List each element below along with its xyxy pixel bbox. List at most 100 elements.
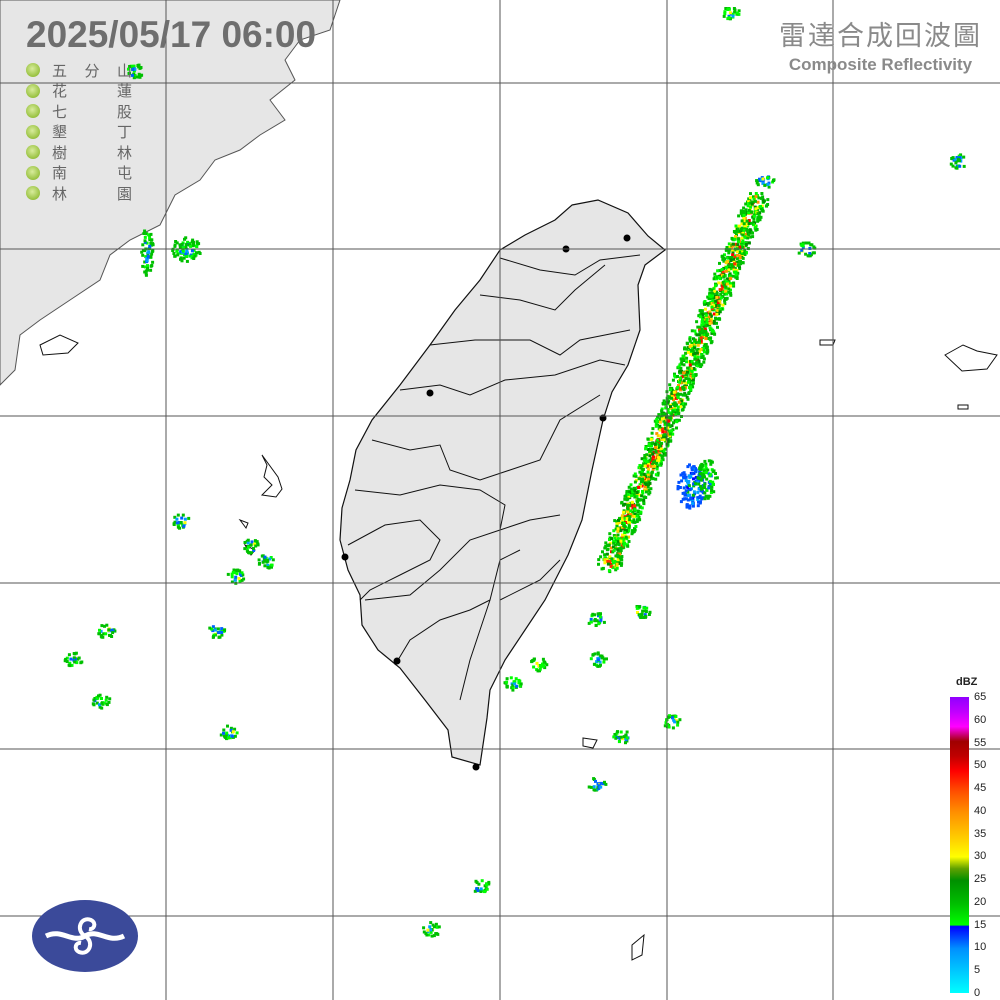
echo-pixel: [595, 660, 599, 664]
product-title-en: Composite Reflectivity: [788, 55, 973, 74]
echo-pixel: [616, 529, 620, 533]
echo-pixel: [192, 257, 196, 260]
echo-pixel: [761, 198, 765, 202]
echo-pixel: [654, 473, 658, 477]
echo-pixel: [660, 441, 664, 445]
echo-pixel: [686, 490, 690, 494]
echo-pixel: [131, 68, 135, 71]
echo-pixel: [721, 303, 725, 307]
echo-pixel: [742, 216, 746, 220]
echo-pixel: [648, 481, 652, 485]
echo-pixel: [699, 489, 703, 493]
echo-pixel: [742, 251, 746, 255]
echo-pixel: [178, 245, 182, 249]
echo-pixel: [755, 228, 759, 231]
echo-pixel: [710, 305, 714, 309]
echo-pixel: [744, 202, 748, 206]
echo-pixel: [535, 661, 539, 665]
echo-pixel: [639, 480, 643, 484]
echo-pixel: [714, 284, 717, 288]
echo-pixel: [70, 663, 74, 667]
echo-pixel: [77, 656, 81, 660]
echo-pixel: [695, 333, 699, 337]
echo-pixel: [660, 435, 664, 439]
echo-pixel: [197, 242, 201, 246]
echo-pixel: [717, 281, 721, 285]
echo-pixel: [233, 578, 237, 582]
echo-pixel: [760, 204, 764, 208]
echo-pixel: [763, 183, 767, 187]
echo-pixel: [712, 490, 716, 494]
echo-pixel: [743, 235, 747, 239]
echo-pixel: [211, 625, 215, 629]
echo-pixel: [662, 413, 666, 417]
echo-pixel: [716, 302, 720, 306]
echo-pixel: [756, 200, 760, 204]
echo-pixel: [622, 735, 626, 739]
echo-pixel: [591, 612, 595, 616]
echo-pixel: [645, 464, 649, 468]
echo-pixel: [615, 542, 619, 546]
echo-pixel: [642, 502, 646, 506]
echo-pixel: [711, 299, 715, 303]
echo-pixel: [485, 887, 489, 891]
echo-pixel: [710, 468, 714, 472]
echo-pixel: [690, 376, 694, 380]
echo-pixel: [718, 277, 722, 281]
echo-pixel: [809, 243, 813, 247]
echo-pixel: [591, 653, 595, 657]
echo-pixel: [636, 611, 639, 614]
echo-pixel: [729, 284, 732, 288]
echo-pixel: [635, 491, 639, 494]
echo-pixel: [612, 529, 616, 533]
echo-pixel: [664, 426, 668, 430]
echo-pixel: [675, 420, 679, 424]
echo-pixel: [638, 464, 642, 467]
station-char: 花: [52, 83, 68, 101]
echo-pixel: [625, 517, 629, 521]
echo-pixel: [722, 266, 726, 270]
echo-pixel: [706, 496, 710, 500]
echo-pixel: [690, 329, 694, 333]
echo-pixel: [143, 239, 147, 243]
echo-pixel: [713, 302, 717, 306]
echo-pixel: [67, 663, 71, 667]
echo-pixel: [797, 251, 801, 255]
echo-pixel: [655, 432, 659, 436]
echo-pixel: [628, 515, 632, 519]
echo-pixel: [622, 522, 626, 526]
echo-pixel: [246, 541, 250, 545]
echo-pixel: [688, 504, 692, 508]
echo-pixel: [140, 250, 144, 254]
echo-pixel: [656, 438, 659, 442]
echo-pixel: [700, 356, 704, 359]
echo-pixel: [710, 288, 714, 292]
echo-pixel: [727, 279, 731, 283]
echo-pixel: [627, 535, 631, 539]
echo-pixel: [622, 543, 626, 547]
echo-pixel: [104, 698, 108, 702]
echo-pixel: [639, 466, 643, 470]
echo-pixel: [179, 521, 183, 524]
echo-pixel: [648, 491, 652, 495]
echo-pixel: [687, 484, 691, 488]
colorbar-tick: 15: [974, 918, 987, 931]
echo-pixel: [230, 572, 234, 576]
echo-pixel: [661, 427, 665, 431]
echo-pixel: [666, 715, 670, 719]
echo-pixel: [730, 256, 734, 259]
station-dot-icon: [26, 165, 40, 180]
echo-pixel: [685, 395, 689, 399]
echo-pixel: [684, 351, 688, 355]
echo-pixel: [718, 269, 722, 273]
echo-pixel: [180, 259, 184, 263]
echo-pixel: [710, 460, 714, 464]
echo-pixel: [692, 484, 696, 488]
echo-pixel: [698, 315, 702, 319]
echo-pixel: [263, 559, 267, 563]
echo-pixel: [695, 320, 699, 324]
echo-pixel: [732, 257, 735, 261]
echo-pixel: [951, 164, 955, 168]
echo-pixel: [734, 235, 737, 238]
echo-pixel: [660, 447, 664, 451]
